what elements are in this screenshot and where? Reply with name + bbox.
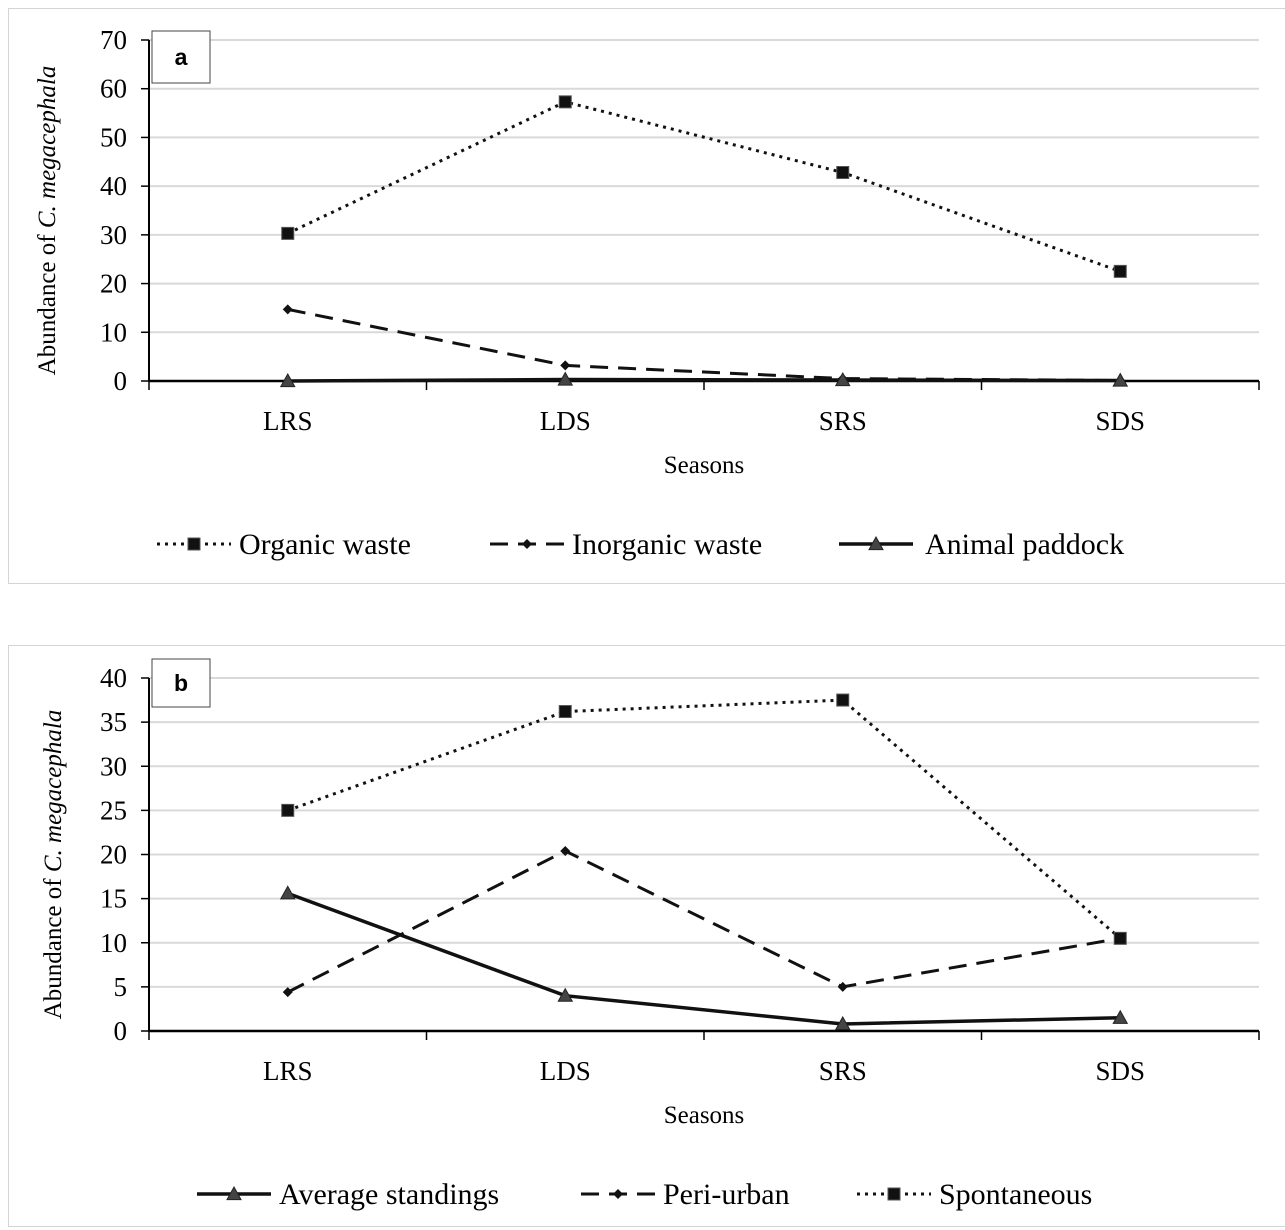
- chart-a-series-organic-waste-point: [836, 166, 850, 180]
- chart-b-ytick-label: 0: [114, 1016, 128, 1046]
- chart-a-series-animal-paddock-point: [557, 371, 574, 386]
- chart-b-ytick-label: 25: [100, 795, 127, 825]
- chart-a-series-animal-paddock-point: [1112, 372, 1129, 387]
- chart-a-y-axis-title: Abundance of C. megacephala: [34, 66, 61, 376]
- chart-b-series-spontaneous-line: [287, 698, 1122, 940]
- chart-b-series-spontaneous-point: [558, 705, 572, 719]
- chart-b-svg: 0 5 10 15 20 25 30 35 40 LRS LDS SRS SDS Seasons Abund…: [40, 658, 1260, 1211]
- chart-a-xtick-label: SRS: [819, 406, 867, 436]
- chart-b-legend-item-spontaneous-marker: [887, 1187, 901, 1201]
- chart-b-series-spontaneous-point: [836, 693, 850, 707]
- chart-b-legend: Average standings Peri-urban Spontaneous: [197, 1178, 1092, 1211]
- chart-a-legend-item-organic-waste-marker: [187, 537, 201, 551]
- chart-a-series-organic-waste-line: [287, 100, 1121, 273]
- chart-b-ytick-label: 35: [100, 707, 127, 737]
- chart-a-ytick-label: 10: [100, 317, 127, 347]
- chart-a-legend-item-inorganic-waste: Inorganic waste: [490, 528, 762, 561]
- chart-b-series-average-standings-point: [1112, 1009, 1129, 1024]
- chart-a-legend-item-inorganic-waste-label: Inorganic waste: [572, 528, 762, 561]
- chart-b-series-average-standings-line: [287, 891, 1121, 1026]
- chart-b-legend-item-average-standings-marker: [226, 1185, 242, 1201]
- chart-a-svg: 0 10 20 30 40 50 60 70 LRS LDS SRS SDS Seasons Abunda…: [34, 25, 1260, 561]
- chart-a-series-animal-paddock: [279, 371, 1129, 388]
- chart-a-series-inorganic-waste-point: [560, 360, 571, 371]
- chart-b-legend-item-average-standings: Average standings: [197, 1178, 499, 1211]
- chart-a-legend-item-animal-paddock: Animal paddock: [839, 528, 1124, 561]
- chart-b-ytick-label: 20: [100, 840, 127, 870]
- chart-b-series-peri-urban-line: [287, 849, 1121, 994]
- chart-a-panel-label: a: [175, 44, 188, 70]
- chart-panel-a: 0 10 20 30 40 50 60 70 LRS LDS SRS SDS Seasons Abunda…: [8, 8, 1285, 584]
- chart-b-series-spontaneous: [281, 693, 1127, 945]
- chart-b-legend-item-spontaneous-label: Spontaneous: [939, 1178, 1092, 1211]
- chart-a-legend-item-inorganic-waste-marker: [522, 539, 532, 549]
- chart-a-y-axis-title-species: C. megacephala: [34, 66, 61, 228]
- chart-b-series-average-standings-point: [557, 987, 574, 1002]
- chart-a-series-organic-waste: [281, 95, 1127, 278]
- chart-a-xtick-label: LRS: [263, 406, 313, 436]
- chart-b-ytick-label: 10: [100, 928, 127, 958]
- chart-a-series-animal-paddock-point: [834, 371, 851, 387]
- chart-a-gridlines: [149, 39, 1259, 334]
- chart-b-ytick-label: 30: [100, 751, 127, 781]
- chart-a-series-organic-waste-point: [558, 95, 572, 109]
- chart-a-series-organic-waste-point: [1113, 264, 1127, 278]
- chart-b-series-average-standings: [279, 885, 1129, 1031]
- chart-a-panel-label-box: [151, 30, 211, 84]
- chart-a-xtick-label: SDS: [1095, 406, 1145, 436]
- chart-a-x-axis-title: Seasons: [664, 452, 745, 479]
- chart-b-legend-item-average-standings-label: Average standings: [279, 1178, 499, 1211]
- chart-a-legend-item-organic-waste: Organic waste: [157, 528, 411, 561]
- chart-a-y-axis-title-prefix: Abundance of: [34, 228, 61, 375]
- chart-b-series-peri-urban-point: [282, 987, 293, 998]
- chart-b-legend-item-peri-urban: Peri-urban: [581, 1178, 790, 1211]
- chart-a-series-organic-waste-point: [281, 226, 295, 240]
- chart-b-series-average-standings-point: [834, 1015, 851, 1031]
- chart-a-legend-item-animal-paddock-marker: [868, 535, 884, 551]
- chart-a-series-inorganic-waste: [282, 304, 1126, 386]
- chart-b-panel-label-box: [151, 658, 211, 708]
- chart-a-legend-item-animal-paddock-label: Animal paddock: [925, 528, 1124, 561]
- chart-b-series-spontaneous-point: [1113, 931, 1127, 945]
- chart-b-series-peri-urban-point: [837, 981, 848, 992]
- chart-a-ytick-label: 0: [114, 366, 128, 396]
- chart-b-series-peri-urban-point: [560, 845, 571, 856]
- chart-b-xtick-label: LDS: [540, 1056, 591, 1086]
- chart-b-legend-item-peri-urban-label: Peri-urban: [663, 1178, 790, 1211]
- chart-a-series-animal-paddock-line: [287, 377, 1121, 383]
- chart-a-ytick-label: 20: [100, 269, 127, 299]
- chart-b-legend-item-spontaneous: Spontaneous: [857, 1178, 1092, 1211]
- chart-b-series-average-standings-point: [279, 885, 296, 900]
- chart-b-ytick-label: 40: [100, 663, 127, 693]
- chart-b-panel-label: b: [174, 670, 188, 696]
- chart-a-series-inorganic-waste-line: [287, 307, 1121, 383]
- chart-b-y-axis-title-prefix: Abundance of: [40, 872, 67, 1019]
- chart-b-gridlines: [149, 677, 1259, 988]
- chart-a-ytick-label: 50: [100, 122, 127, 152]
- chart-b-ytick-label: 15: [100, 884, 127, 914]
- chart-b-legend-item-peri-urban-marker: [613, 1189, 623, 1199]
- chart-a-ytick-label: 70: [100, 25, 127, 55]
- chart-b-xtick-label: LRS: [263, 1056, 313, 1086]
- chart-b-y-axis-title-species: C. megacephala: [40, 710, 67, 872]
- chart-a-series-animal-paddock-point: [279, 372, 296, 388]
- chart-b-ytick-label: 5: [114, 972, 128, 1002]
- chart-b-series-spontaneous-point: [281, 803, 295, 817]
- chart-a-legend: Organic waste Inorganic waste Animal paddo…: [157, 528, 1124, 561]
- chart-b-xtick-label: SRS: [819, 1056, 867, 1086]
- chart-a-legend-item-organic-waste-label: Organic waste: [239, 528, 411, 561]
- chart-a-ytick-label: 60: [100, 74, 127, 104]
- chart-b-x-axis-title: Seasons: [664, 1102, 745, 1129]
- chart-a-xtick-label: LDS: [540, 406, 591, 436]
- chart-a-ytick-label: 30: [100, 220, 127, 250]
- chart-a-series-inorganic-waste-point: [282, 304, 293, 315]
- chart-b-y-axis-title: Abundance of C. megacephala: [40, 710, 67, 1020]
- chart-b-xtick-label: SDS: [1095, 1056, 1145, 1086]
- chart-a-ytick-label: 40: [100, 171, 127, 201]
- chart-panel-b: 0 5 10 15 20 25 30 35 40 LRS LDS SRS SDS Seasons Abund…: [8, 645, 1285, 1227]
- chart-b-series-peri-urban: [282, 845, 1126, 998]
